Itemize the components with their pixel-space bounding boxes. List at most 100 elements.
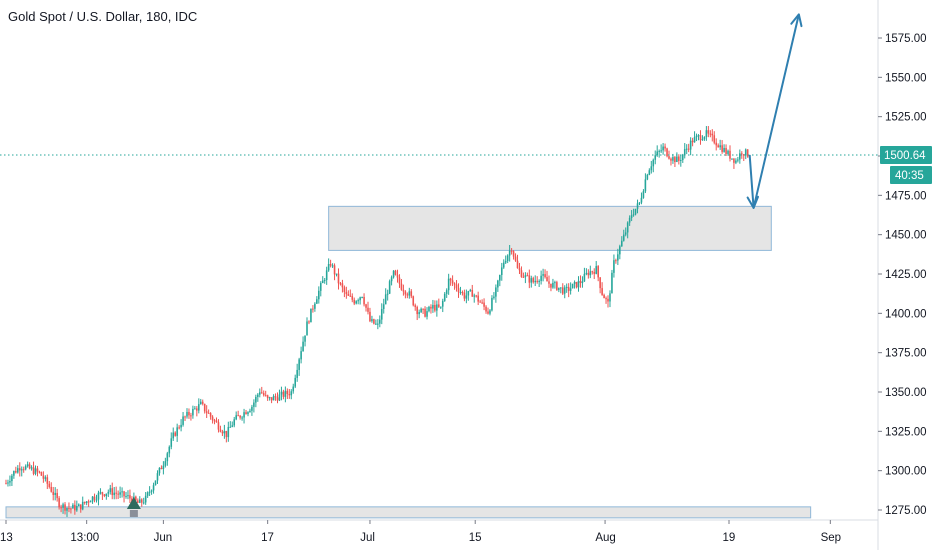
candle-body	[613, 260, 615, 273]
candle-body	[412, 296, 415, 306]
zones-layer	[5, 205, 812, 519]
candle-body	[319, 283, 322, 291]
candle-body	[217, 422, 220, 430]
candle-body	[398, 277, 401, 284]
candle-body	[680, 160, 682, 162]
candle-body	[463, 292, 466, 299]
candle-body	[512, 251, 515, 257]
candle-body	[404, 291, 407, 295]
candle-body	[733, 158, 735, 163]
candle-body	[142, 502, 145, 504]
candle-body	[318, 290, 320, 300]
candle-body	[638, 202, 641, 204]
candle-body	[483, 302, 485, 307]
candle-body	[245, 412, 247, 415]
candle-body	[351, 296, 354, 300]
candle-body	[95, 499, 98, 501]
candle-body	[493, 296, 495, 298]
candle-body	[211, 416, 214, 421]
candle-body	[676, 156, 678, 163]
candle-body	[487, 311, 489, 314]
candle-body	[735, 160, 737, 163]
candle-body	[355, 301, 357, 304]
candle-body	[264, 395, 267, 397]
candle-body	[554, 282, 556, 284]
candle-body	[286, 390, 289, 395]
candle-body	[79, 504, 82, 510]
candle-body	[630, 215, 633, 218]
candle-body	[221, 431, 224, 434]
candle-body	[282, 391, 285, 397]
candle-body	[565, 286, 568, 288]
candle-body	[266, 395, 269, 399]
candle-body	[64, 504, 66, 511]
candle-body	[443, 293, 446, 301]
candle-body	[400, 283, 403, 290]
candle-body	[416, 307, 418, 315]
candle-body	[394, 270, 397, 275]
candle-body	[518, 268, 521, 271]
candle-body	[93, 496, 96, 500]
candle-body	[207, 412, 210, 414]
y-tick-label: 1275.00	[885, 505, 927, 517]
candle-body	[176, 427, 178, 436]
candle-body	[378, 319, 381, 324]
candle-body	[26, 464, 29, 467]
candle-body	[103, 494, 106, 496]
candle-body	[107, 491, 110, 494]
candle-body	[109, 488, 112, 492]
price-axis[interactable]: 1275.00 1300.00 1325.00 1350.00 1375.00 1400.…	[877, 0, 932, 550]
candle-body	[605, 298, 607, 300]
candle-body	[219, 429, 222, 432]
candle-body	[280, 391, 283, 395]
candle-body	[115, 492, 117, 494]
candle-body	[693, 137, 696, 143]
candle-body	[54, 492, 56, 495]
candle-body	[742, 154, 745, 156]
y-tick-label: 1450.00	[885, 230, 927, 242]
candle-body	[316, 299, 318, 304]
candle-body	[251, 406, 253, 411]
candle-body	[428, 306, 430, 312]
candle-body	[642, 191, 645, 198]
time-axis[interactable]: 13 13:00 Jun 17 Jul 15 Aug 19 Sep	[0, 519, 878, 544]
candle-body	[81, 501, 84, 510]
candle-body	[504, 261, 507, 263]
candle-body	[359, 297, 361, 301]
candle-body	[164, 461, 167, 466]
candle-body	[34, 468, 37, 474]
candle-body	[573, 281, 576, 284]
candle-body	[467, 291, 470, 296]
candle-body	[152, 485, 155, 491]
x-tick-label: Aug	[595, 532, 615, 544]
candle-body	[347, 294, 350, 296]
candle-body	[662, 146, 664, 151]
x-tick-label: Jun	[154, 532, 173, 544]
candle-body	[615, 260, 617, 262]
candle-body	[87, 501, 90, 503]
candle-body	[70, 508, 72, 510]
candle-body	[438, 304, 440, 307]
candle-body	[451, 280, 454, 284]
y-tick-label: 1350.00	[885, 387, 927, 399]
candle-body	[253, 402, 255, 407]
projection-arrow	[748, 14, 800, 209]
candle-body	[357, 300, 359, 302]
candle-body	[140, 499, 143, 503]
candle-body	[516, 260, 519, 269]
candle-body	[150, 490, 153, 492]
candle-body	[7, 482, 9, 484]
candle-body	[561, 287, 564, 294]
candle-body	[162, 465, 165, 470]
candle-body	[44, 477, 47, 479]
candle-body	[213, 420, 216, 422]
candle-body	[15, 471, 17, 473]
candle-body	[542, 274, 544, 276]
candle-body	[369, 311, 371, 322]
candle-body	[308, 321, 310, 323]
candle-body	[528, 275, 531, 283]
candle-body	[571, 283, 574, 289]
candle-body	[28, 464, 31, 469]
